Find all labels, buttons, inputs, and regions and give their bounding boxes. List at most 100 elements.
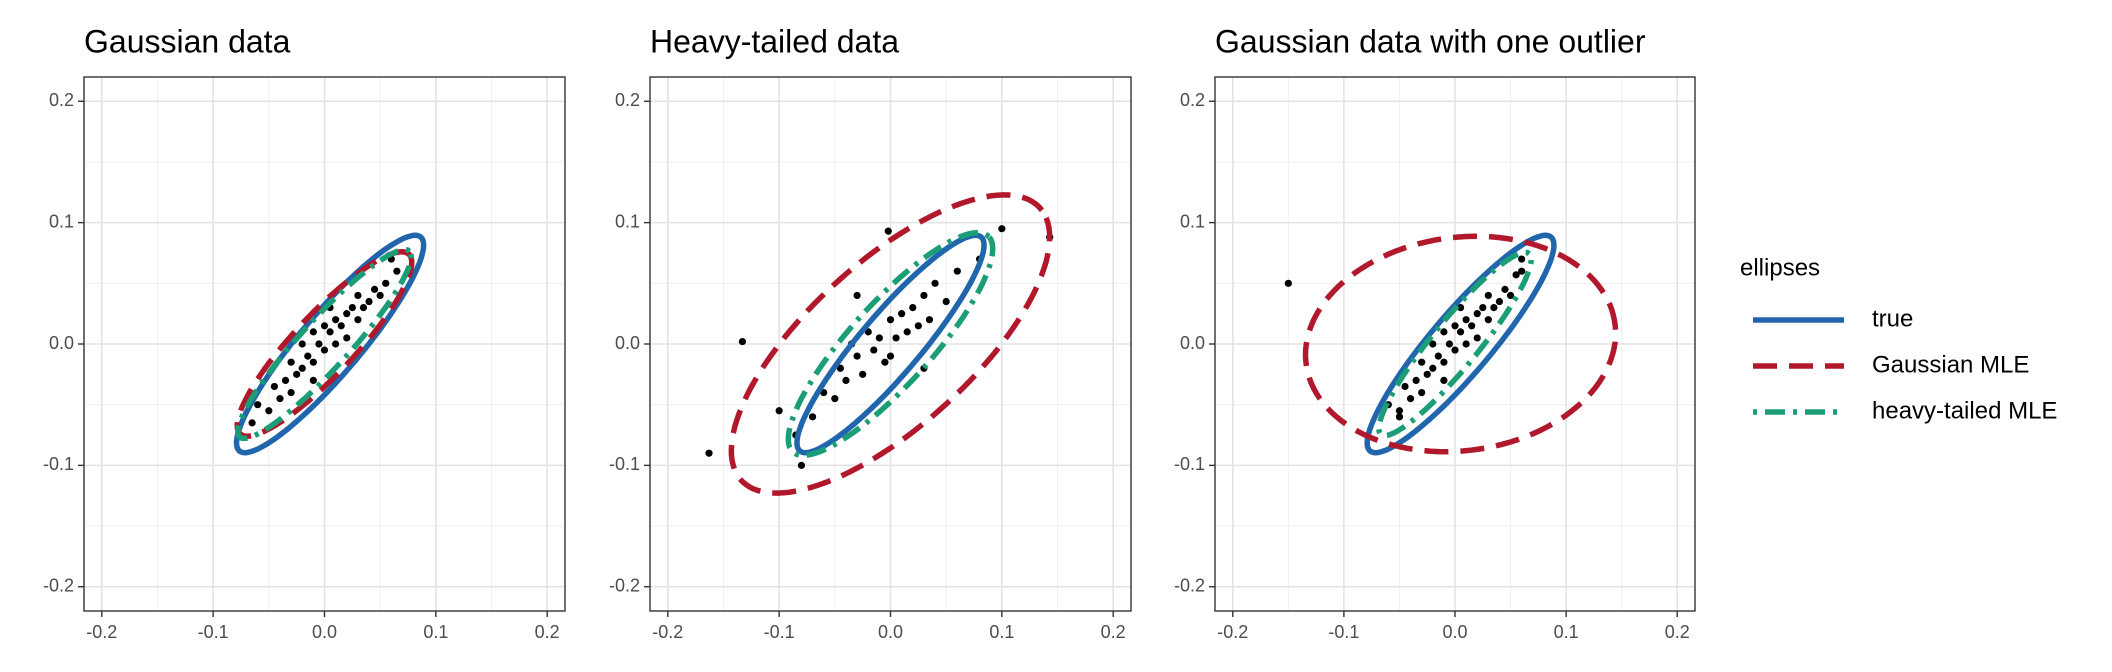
data-point (836, 364, 844, 372)
data-point (998, 225, 1006, 233)
legend-label: Gaussian MLE (1872, 351, 2029, 378)
data-point (337, 322, 345, 330)
data-point (953, 267, 961, 275)
x-tick-label: 0.2 (535, 622, 560, 642)
data-point (320, 346, 329, 354)
data-point (265, 407, 273, 415)
data-point (797, 461, 806, 469)
data-point (1473, 310, 1481, 318)
data-point (1401, 382, 1409, 391)
data-point (853, 352, 861, 360)
data-point (281, 376, 290, 385)
data-point (1518, 255, 1526, 263)
x-tick-label: 0.2 (1665, 622, 1690, 642)
ellipse (728, 192, 1053, 496)
panel-title: Gaussian data with one outlier (1215, 23, 1646, 59)
data-point (287, 388, 295, 397)
data-point (309, 376, 317, 385)
data-point (371, 285, 379, 293)
data-point (1473, 334, 1481, 342)
y-tick-label: 0.1 (1180, 211, 1205, 231)
data-point (875, 334, 883, 342)
data-point (831, 395, 839, 403)
x-tick-label: 0.1 (989, 622, 1014, 642)
data-point (1468, 322, 1476, 330)
data-point (354, 291, 362, 300)
data-point (1512, 271, 1520, 279)
plot-area (84, 77, 565, 611)
data-point (298, 340, 306, 348)
y-tick-label: 0.0 (49, 333, 74, 353)
data-point (1412, 376, 1420, 385)
data-point (1506, 291, 1515, 300)
data-point (1406, 395, 1415, 403)
data-point (343, 310, 351, 318)
data-point (1440, 376, 1448, 385)
data-point (775, 407, 783, 415)
x-tick-label: -0.1 (764, 622, 795, 642)
data-point (1418, 358, 1426, 366)
legend-label: heavy-tailed MLE (1872, 397, 2057, 424)
x-tick-label: -0.2 (652, 622, 683, 642)
data-point (376, 291, 384, 300)
data-point (365, 297, 373, 306)
data-point (842, 376, 850, 385)
data-point (393, 267, 401, 275)
data-point (1479, 303, 1487, 312)
data-point (1418, 388, 1426, 397)
data-point (1501, 285, 1509, 293)
data-point (942, 297, 950, 306)
data-point (1462, 316, 1470, 324)
data-point (1429, 340, 1437, 348)
data-point (320, 322, 329, 330)
x-tick-label: 0.1 (1554, 622, 1579, 642)
data-point (1484, 291, 1492, 300)
x-tick-label: -0.2 (86, 622, 117, 642)
y-tick-label: -0.1 (1174, 454, 1205, 474)
y-tick-label: 0.2 (49, 90, 74, 110)
data-point (853, 291, 861, 300)
data-point (354, 316, 362, 324)
data-point (326, 328, 334, 336)
data-point (886, 352, 895, 360)
data-point (892, 334, 900, 342)
data-point (920, 291, 928, 300)
x-tick-label: 0.2 (1101, 622, 1126, 642)
data-point (881, 358, 889, 366)
ellipse (1364, 232, 1557, 456)
panel-title: Heavy-tailed data (650, 23, 899, 59)
data-point (1423, 370, 1431, 378)
x-tick-label: 0.0 (312, 622, 337, 642)
data-point (382, 279, 390, 287)
data-point (738, 337, 747, 346)
ellipse (235, 246, 414, 442)
data-point (898, 310, 906, 318)
data-point (1490, 303, 1498, 312)
data-point (1440, 328, 1448, 336)
data-point (931, 279, 939, 287)
data-point (298, 364, 306, 372)
x-tick-label: 0.0 (878, 622, 903, 642)
y-tick-label: -0.1 (609, 454, 640, 474)
x-tick-label: -0.2 (1217, 622, 1248, 642)
data-point (884, 227, 892, 235)
ellipse (785, 229, 996, 459)
data-point (808, 413, 817, 421)
x-tick-label: 0.1 (423, 622, 448, 642)
data-point (1445, 340, 1454, 348)
data-point (248, 419, 256, 427)
y-tick-label: -0.2 (43, 575, 74, 595)
y-tick-label: -0.2 (1174, 575, 1205, 595)
data-point (287, 358, 295, 366)
legend-label: true (1872, 305, 1913, 332)
data-point (1429, 364, 1437, 372)
y-tick-label: -0.1 (43, 454, 74, 474)
data-point (903, 328, 911, 336)
data-point (359, 303, 368, 312)
data-point (348, 303, 356, 312)
data-point (1456, 303, 1465, 312)
data-point (309, 328, 317, 336)
data-point (254, 401, 262, 409)
data-point (870, 346, 878, 354)
panel-border (83, 76, 566, 612)
